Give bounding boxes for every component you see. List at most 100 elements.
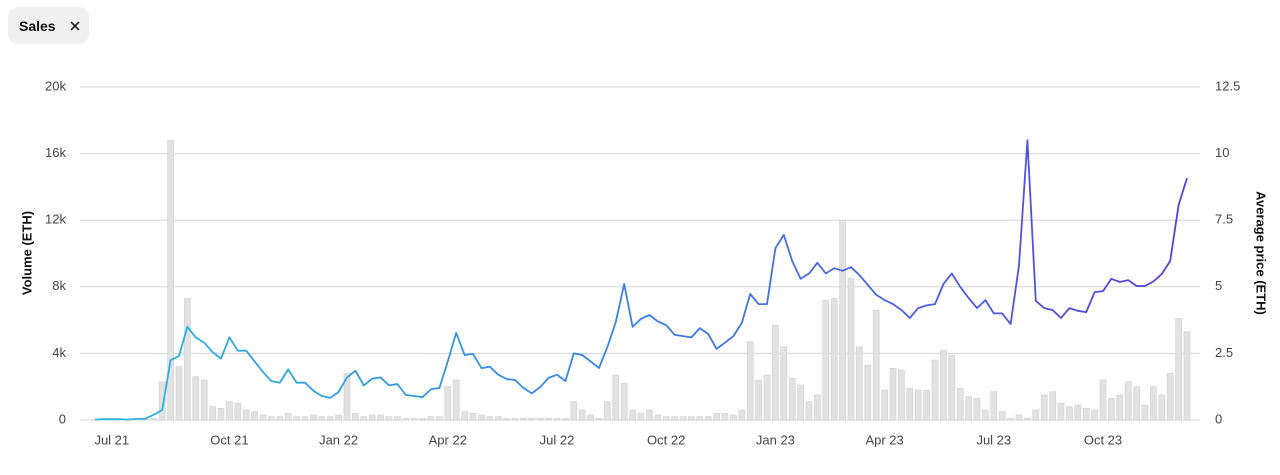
volume-bar xyxy=(326,416,334,421)
volume-bar xyxy=(721,413,729,421)
volume-bar xyxy=(612,374,620,421)
volume-bar xyxy=(226,401,233,421)
volume-bar xyxy=(982,409,989,421)
volume-bar xyxy=(990,391,998,421)
volume-bar xyxy=(805,401,813,421)
volume-bar xyxy=(200,379,208,421)
volume-bar xyxy=(620,383,628,421)
y2-tick-label: 10 xyxy=(1215,145,1229,160)
chip-label: Sales xyxy=(19,17,56,34)
volume-bar xyxy=(746,341,754,421)
x-tick-label: Jul 23 xyxy=(976,432,1011,447)
volume-bar xyxy=(755,379,762,421)
volume-bar xyxy=(402,418,410,421)
volume-bar xyxy=(595,418,603,421)
volume-bar xyxy=(830,298,838,421)
volume-bar xyxy=(192,376,200,421)
volume-bar xyxy=(713,413,720,421)
volume-bar xyxy=(671,416,678,421)
volume-bar xyxy=(1024,418,1031,421)
volume-bar xyxy=(956,388,964,421)
volume-bar xyxy=(1099,379,1107,421)
volume-bar xyxy=(1066,406,1073,421)
volume-bar xyxy=(629,409,636,421)
volume-bar xyxy=(881,389,888,421)
y2-tick-label: 5 xyxy=(1215,278,1222,293)
volume-bar xyxy=(553,418,561,421)
volume-bar xyxy=(469,413,477,421)
volume-bar xyxy=(310,414,317,421)
volume-bar xyxy=(368,414,376,421)
volume-bar xyxy=(1091,409,1098,421)
volume-bar xyxy=(898,369,905,421)
volume-bar xyxy=(1057,403,1065,421)
volume-bar xyxy=(167,139,174,421)
volume-bar xyxy=(797,384,804,421)
volume-bar xyxy=(335,414,342,421)
volume-bar xyxy=(1133,386,1140,421)
volume-bar xyxy=(1015,414,1023,421)
volume-bar xyxy=(217,408,225,421)
volume-bar xyxy=(847,278,855,421)
volume-bar xyxy=(856,346,863,421)
filter-chip[interactable]: Sales xyxy=(8,7,89,44)
x-tick-label: Jul 22 xyxy=(540,432,575,447)
volume-bar xyxy=(998,411,1006,421)
volume-bar xyxy=(1175,318,1182,421)
volume-bar xyxy=(234,403,242,421)
x-tick-label: Apr 23 xyxy=(865,432,903,447)
chip-close-icon[interactable] xyxy=(70,20,80,31)
volume-bar xyxy=(788,378,796,421)
volume-bar xyxy=(654,414,662,421)
y-tick-label: 12k xyxy=(45,212,66,227)
volume-bar xyxy=(1108,398,1115,421)
volume-bar xyxy=(259,414,267,421)
volume-bar xyxy=(738,409,746,421)
x-tick-label: Jan 22 xyxy=(319,432,358,447)
volume-bar xyxy=(528,418,536,421)
volume-bar xyxy=(923,389,930,421)
volume-bar xyxy=(1150,386,1157,421)
x-tick-label: Oct 22 xyxy=(647,432,685,447)
volume-bar xyxy=(360,416,368,421)
volume-bar xyxy=(864,364,872,421)
volume-bar xyxy=(1049,391,1056,421)
volume-bar xyxy=(427,416,435,421)
x-tick-label: Jul 21 xyxy=(94,432,129,447)
volume-bar xyxy=(242,409,250,421)
volume-bar xyxy=(410,418,418,421)
volume-bar xyxy=(478,414,485,421)
volume-bar xyxy=(150,418,158,421)
volume-bar xyxy=(377,414,384,421)
y2-tick-label: 12.5 xyxy=(1215,78,1240,93)
volume-bar xyxy=(394,416,401,421)
volume-bar xyxy=(780,346,788,421)
y2-tick-label: 0 xyxy=(1215,411,1222,426)
volume-bar xyxy=(948,354,956,421)
y2-axis-title: Average price (ETH) xyxy=(1254,191,1269,315)
volume-bar xyxy=(209,406,216,421)
volume-bar xyxy=(679,416,687,421)
y-tick-label: 0 xyxy=(59,411,66,426)
volume-bar xyxy=(604,401,611,421)
volume-bar xyxy=(293,416,300,421)
volume-bar xyxy=(318,416,326,421)
y2-tick-label: 2.5 xyxy=(1215,345,1233,360)
volume-bar xyxy=(973,398,981,421)
volume-bar xyxy=(1082,408,1090,421)
volume-bar xyxy=(822,299,830,421)
volume-bar xyxy=(352,413,359,421)
volume-bar xyxy=(637,413,645,421)
volume-bar xyxy=(704,416,712,421)
volume-bar xyxy=(444,386,452,421)
volume-bar xyxy=(889,368,897,421)
volume-bar xyxy=(276,416,284,421)
volume-bar xyxy=(158,381,166,421)
volume-bar xyxy=(520,418,527,421)
volume-bar xyxy=(301,416,309,421)
volume-bar xyxy=(536,418,544,421)
volume-bar xyxy=(763,374,771,421)
volume-bar xyxy=(1183,331,1191,421)
volume-bar xyxy=(486,416,494,421)
